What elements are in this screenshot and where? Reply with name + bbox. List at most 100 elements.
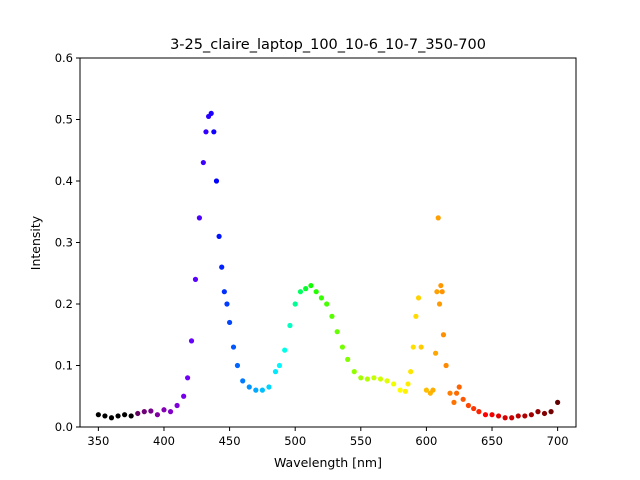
y-tick-label: 0.2 — [55, 297, 73, 311]
plot-frame — [79, 57, 577, 428]
data-point — [439, 289, 445, 295]
data-point — [196, 215, 203, 221]
data-point — [456, 384, 462, 390]
data-point — [192, 276, 199, 282]
data-point — [135, 410, 141, 417]
data-point — [154, 412, 161, 418]
data-point — [253, 387, 259, 393]
data-point — [221, 289, 227, 295]
x-axis-label: Wavelength [nm] — [274, 455, 382, 470]
data-point — [471, 405, 477, 412]
data-point — [482, 412, 489, 418]
data-point — [188, 338, 195, 344]
data-point — [266, 384, 272, 390]
data-point — [465, 402, 471, 409]
y-axis-label: Intensity — [28, 215, 43, 270]
data-point — [115, 413, 121, 419]
x-tick-label: 450 — [219, 434, 241, 448]
data-point — [495, 413, 502, 419]
data-point — [435, 215, 441, 221]
data-point — [95, 412, 101, 418]
data-point — [211, 129, 217, 135]
data-point — [410, 344, 416, 350]
data-point — [502, 415, 508, 421]
data-point — [548, 409, 554, 415]
y-tick-label: 0.5 — [55, 113, 73, 127]
data-point — [447, 390, 453, 396]
data-point — [313, 289, 319, 295]
data-point — [141, 409, 147, 415]
data-point — [122, 412, 128, 418]
data-point — [292, 301, 298, 307]
data-point — [418, 344, 424, 350]
x-tick-label: 650 — [481, 434, 503, 448]
data-point — [451, 399, 457, 405]
data-point — [351, 369, 357, 375]
data-point — [276, 362, 283, 369]
data-point — [522, 413, 528, 419]
data-point — [453, 390, 460, 396]
data-point — [259, 387, 265, 393]
data-point — [377, 376, 384, 382]
data-point — [174, 402, 180, 409]
data-point — [185, 375, 191, 381]
data-point — [334, 329, 340, 335]
x-tick-label: 600 — [415, 434, 437, 448]
data-point — [438, 282, 444, 289]
data-point — [246, 384, 252, 390]
data-point — [224, 301, 230, 307]
data-point — [476, 409, 482, 415]
data-point — [443, 362, 449, 369]
y-tick-label: 0.6 — [55, 51, 73, 65]
data-point — [391, 381, 397, 387]
data-point — [108, 415, 115, 421]
data-point — [489, 412, 495, 418]
data-point — [200, 159, 206, 166]
x-tick-label: 400 — [153, 434, 175, 448]
data-point — [430, 387, 436, 393]
data-point — [528, 412, 534, 418]
y-tick-label: 0.1 — [55, 359, 73, 373]
data-points — [95, 110, 561, 421]
data-point — [555, 399, 561, 405]
data-point — [216, 233, 222, 239]
data-point — [272, 369, 279, 375]
data-point — [203, 129, 209, 135]
data-point — [282, 347, 288, 353]
data-point — [297, 289, 304, 295]
x-tick-label: 350 — [87, 434, 109, 448]
data-point — [181, 393, 187, 399]
data-point — [240, 378, 246, 384]
data-point — [535, 409, 541, 415]
data-point — [148, 408, 154, 414]
data-point — [167, 409, 174, 415]
data-point — [371, 375, 377, 381]
data-point — [230, 344, 237, 350]
y-tick-label: 0.3 — [55, 236, 73, 250]
data-point — [213, 178, 220, 184]
data-point — [339, 344, 346, 350]
data-point — [384, 378, 390, 384]
data-point — [434, 289, 440, 295]
data-point — [402, 388, 409, 394]
data-point — [541, 410, 548, 417]
data-point — [287, 322, 293, 329]
data-point — [408, 369, 414, 375]
data-point — [102, 413, 108, 419]
data-point — [324, 301, 330, 307]
data-point — [436, 301, 443, 307]
chart-title: 3-25_claire_laptop_100_10-6_10-7_350-700 — [170, 37, 486, 53]
data-point — [397, 387, 403, 393]
data-point — [415, 295, 422, 301]
data-point — [440, 332, 447, 338]
x-tick-label: 550 — [350, 434, 372, 448]
data-point — [161, 407, 167, 413]
data-point — [358, 375, 364, 381]
data-point — [329, 313, 335, 319]
y-tick-label: 0.4 — [55, 174, 73, 188]
x-tick-label: 500 — [284, 434, 306, 448]
data-point — [423, 387, 430, 393]
y-tick-label: 0.0 — [55, 420, 73, 434]
data-point — [515, 413, 521, 419]
